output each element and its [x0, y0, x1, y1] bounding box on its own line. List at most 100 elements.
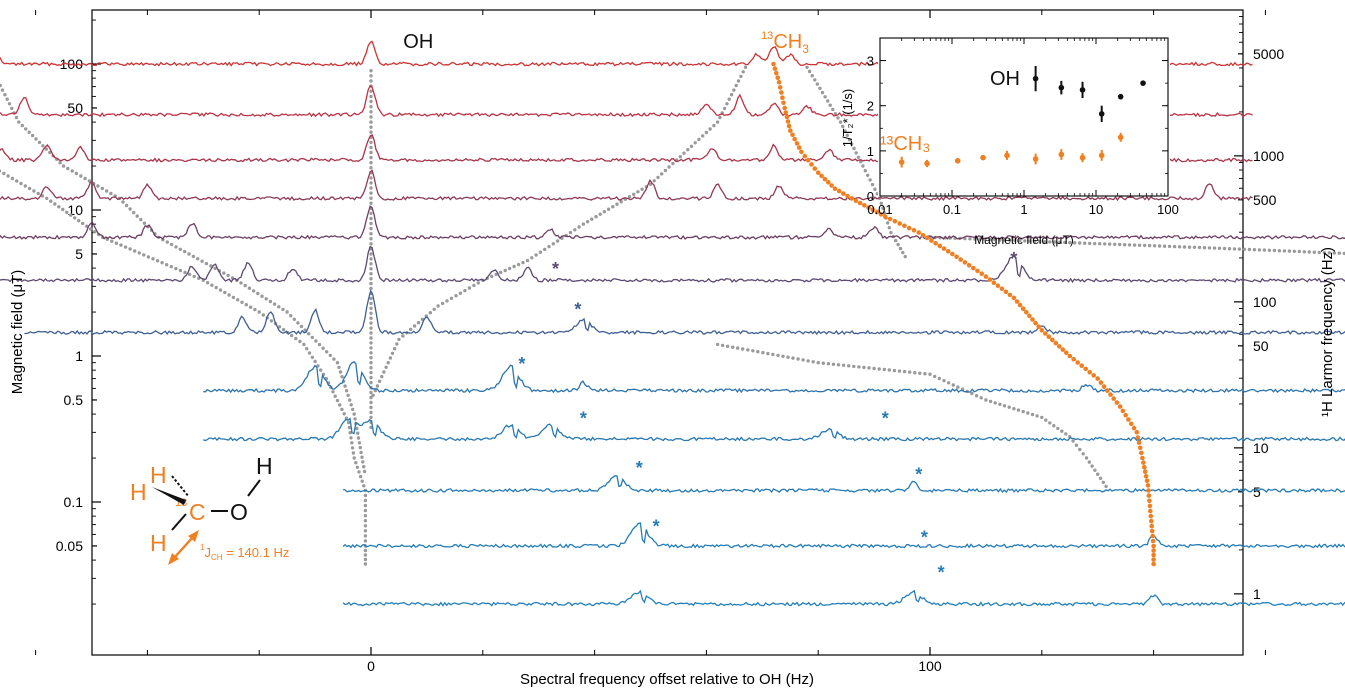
gray-trajectory-dot — [369, 237, 373, 241]
ch3-trajectory-dot — [862, 203, 867, 208]
ch3-trajectory-dot — [781, 100, 786, 106]
gray-trajectory-dot — [369, 125, 373, 129]
ch3-trajectory-dot — [954, 254, 959, 260]
gray-trajectory-dot — [36, 191, 40, 196]
inset-point — [1140, 80, 1146, 86]
gray-trajectory-dot — [187, 272, 192, 277]
gray-trajectory-dot — [856, 155, 861, 159]
gray-trajectory-dot — [1078, 241, 1082, 245]
gray-trajectory-dot — [831, 107, 835, 112]
gray-trajectory-dot — [543, 247, 547, 252]
gray-trajectory-dot — [261, 313, 265, 317]
gray-trajectory-dot — [619, 200, 623, 204]
gray-trajectory-dot — [355, 465, 360, 469]
ch3-trajectory-dot — [924, 235, 930, 241]
gray-trajectory-dot — [1053, 240, 1057, 244]
gray-trajectory-dot — [380, 374, 384, 379]
gray-trajectory-dot — [369, 361, 373, 365]
gray-trajectory-dot — [861, 164, 865, 168]
gray-trajectory-dot — [1192, 245, 1197, 249]
gray-trajectory-dot — [369, 272, 373, 276]
gray-trajectory-dot — [525, 258, 530, 263]
gray-trajectory-dot — [27, 130, 31, 134]
ch3-trajectory-dot — [1011, 295, 1017, 301]
gray-trajectory-dot — [132, 210, 136, 215]
ch3-trajectory-dot — [845, 193, 850, 199]
gray-trajectory-dot — [1182, 245, 1187, 249]
gray-trajectory-dot — [369, 356, 373, 360]
gray-trajectory-dot — [264, 297, 268, 301]
gray-trajectory-dot — [1052, 424, 1056, 428]
ch3-trajectory-dot — [776, 79, 782, 85]
gray-trajectory-dot — [369, 181, 373, 185]
ch3-trajectory — [771, 61, 1156, 567]
ch3-trajectory-dot — [1114, 400, 1120, 405]
ch3-trajectory-dot — [966, 263, 972, 268]
gray-trajectory-dot — [335, 361, 340, 365]
gray-trajectory-dot — [712, 123, 716, 128]
gray-trajectory-dot — [257, 310, 261, 314]
gray-trajectory-dot — [256, 291, 260, 296]
gray-trajectory-dot — [449, 296, 454, 300]
y-left-tick-label: 50 — [67, 100, 83, 116]
ch3-trajectory-dot — [819, 173, 824, 179]
gray-trajectory-dot — [139, 217, 143, 222]
gray-trajectory-dot — [1257, 248, 1262, 252]
gray-trajectory-dot — [356, 436, 361, 440]
gray-trajectory-dot — [74, 171, 79, 176]
gray-trajectory-dot — [128, 247, 132, 251]
gray-trajectory-dot — [432, 307, 436, 311]
gray-trajectory-dot — [178, 268, 183, 273]
gray-trajectory-dot — [715, 120, 720, 124]
gray-trajectory-dot — [123, 245, 128, 249]
ch3-trajectory-dot — [1135, 435, 1141, 440]
gray-trajectory-dot — [918, 371, 922, 375]
gray-trajectory-dot — [369, 105, 373, 109]
artifact-star: * — [915, 465, 922, 485]
ch3-trajectory-dot — [784, 114, 790, 120]
coupling-j: J — [204, 545, 211, 560]
gray-trajectory-dot — [369, 390, 373, 395]
gray-trajectory-dot — [428, 311, 432, 315]
gray-trajectory-dot — [1038, 239, 1042, 244]
gray-trajectory-dot — [1287, 249, 1292, 253]
inset-point — [1032, 75, 1039, 82]
gray-trajectory-dot — [1048, 421, 1052, 425]
gray-trajectory-dot — [369, 166, 373, 170]
gray-trajectory-dot — [704, 130, 709, 135]
gray-trajectory-dot — [369, 176, 373, 180]
ch3-trajectory-dot — [1136, 440, 1142, 445]
coupling-label: 1JCH = 140.1 Hz — [200, 543, 289, 562]
ch3-trajectory-dot — [1147, 503, 1153, 509]
gray-trajectory-dot — [841, 124, 845, 129]
gray-trajectory-dot — [845, 133, 849, 137]
gray-trajectory-dot — [1018, 239, 1022, 243]
right-y-axis: 5000 1000 500 100 50 10 5 1 — [1234, 16, 1284, 602]
gray-trajectory-dot — [1043, 240, 1047, 244]
gray-trajectory-dot — [1063, 240, 1067, 245]
ch3-trajectory-dot — [1142, 464, 1147, 470]
gray-trajectory-dot — [369, 400, 373, 405]
gray-trajectory-dot — [377, 379, 382, 383]
gray-trajectory-dot — [850, 142, 854, 146]
peak-label: 13CH3 — [761, 30, 809, 56]
gray-trajectory-dot — [314, 339, 318, 343]
y-right-tick-label: 5 — [1253, 484, 1261, 500]
gray-trajectory-dot — [585, 220, 590, 224]
gray-trajectory-dot — [734, 83, 738, 88]
gray-trajectory-dot — [66, 166, 70, 171]
gray-trajectory-dot — [887, 368, 891, 372]
ch3-trajectory-dot — [1111, 396, 1116, 401]
gray-trajectory-dot — [903, 254, 907, 259]
gray-trajectory-dot — [41, 144, 45, 148]
gray-trajectory-dot — [913, 371, 917, 375]
gray-trajectory-dot — [1237, 247, 1242, 251]
ch3-trajectory-dot — [794, 141, 800, 146]
ch3-trajectory-dot — [1050, 337, 1055, 343]
gray-trajectory-dot — [363, 562, 368, 566]
spectrum-trace — [0, 205, 1345, 240]
gray-trajectory-dot — [988, 237, 992, 242]
gray-trajectory-dot — [887, 226, 891, 230]
gray-trajectory-dot — [363, 548, 368, 553]
ch3-trajectory-dot — [1146, 493, 1152, 498]
